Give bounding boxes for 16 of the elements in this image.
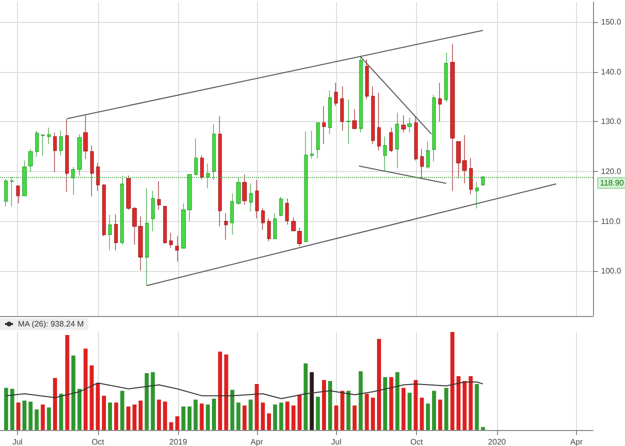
x-tick-label: Apr <box>250 438 264 446</box>
y-tick-label: 140.0 <box>601 67 622 76</box>
ref-line-label: 118.90 <box>600 178 624 188</box>
y-tick-label: 150.0 <box>601 17 622 26</box>
y-tick-label: 100.0 <box>601 266 622 276</box>
x-tick-label: Jul <box>331 438 342 446</box>
x-tick-label: 2020 <box>488 438 506 446</box>
x-tick-label: Apr <box>570 438 583 446</box>
y-tick-label: 110.0 <box>601 216 621 226</box>
x-tick-label: Oct <box>92 438 105 446</box>
x-tick-label: Oct <box>410 438 424 446</box>
x-tick-label: 2019 <box>169 438 188 446</box>
y-tick-label: 120.0 <box>601 166 622 176</box>
x-tick-label: Jul <box>12 438 23 446</box>
y-tick-label: 130.0 <box>601 117 622 126</box>
legend-label: MA (26): 938.24 M <box>18 320 84 328</box>
